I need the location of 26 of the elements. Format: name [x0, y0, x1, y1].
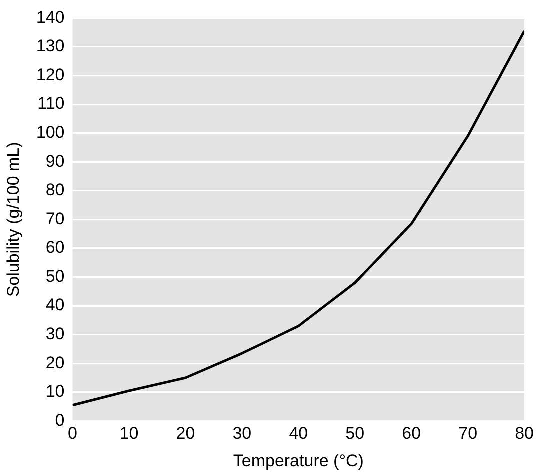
- x-tick-label: 10: [120, 424, 139, 444]
- x-tick-label: 80: [515, 424, 534, 444]
- y-tick-label: 40: [46, 296, 65, 315]
- y-tick-label: 70: [46, 209, 65, 228]
- x-tick-label: 50: [346, 424, 365, 444]
- y-axis-title: Solubility (g/100 mL): [4, 142, 23, 298]
- x-tick-label: 40: [289, 424, 308, 444]
- x-axis-title: Temperature (°C): [233, 451, 364, 470]
- x-tick-label: 0: [68, 424, 78, 444]
- y-tick-label: 60: [46, 238, 65, 258]
- y-tick-label: 30: [46, 324, 65, 344]
- y-tick-label: 10: [46, 382, 65, 402]
- x-tick-label: 30: [232, 424, 252, 444]
- y-tick-label: 80: [46, 180, 65, 200]
- y-tick-label: 90: [46, 152, 65, 171]
- y-tick-label: 140: [36, 8, 65, 27]
- y-tick-label: 130: [36, 36, 65, 56]
- y-tick-label: 0: [55, 410, 65, 430]
- y-tick-label: 50: [46, 266, 65, 286]
- y-tick-label: 100: [36, 123, 65, 142]
- y-tick-label: 20: [46, 353, 65, 372]
- x-tick-label: 70: [458, 424, 478, 444]
- x-tick-label: 60: [402, 424, 422, 444]
- y-tick-label: 120: [36, 65, 65, 84]
- y-tick-label: 110: [38, 94, 65, 114]
- x-tick-label: 20: [176, 424, 196, 444]
